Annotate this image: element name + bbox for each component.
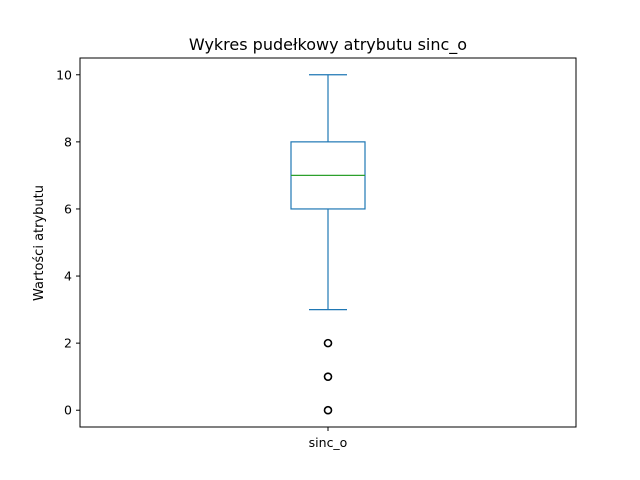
outlier-point [323, 372, 333, 381]
y-tick-label: 4 [64, 269, 72, 284]
y-tick-label: 10 [56, 67, 72, 82]
chart-title: Wykres pudełkowy atrybutu sinc_o [189, 35, 467, 55]
outlier-point [323, 405, 333, 415]
x-tick-label: sinc_o [309, 435, 348, 450]
y-tick-label: 0 [64, 403, 72, 418]
y-tick-label: 2 [64, 336, 72, 351]
y-tick-label: 8 [64, 134, 72, 149]
plot-area: 0 2 4 6 8 10 sinc_o [56, 57, 577, 450]
y-tick-label: 6 [64, 201, 72, 216]
outlier-point [323, 338, 333, 348]
y-axis-label: Wartości atrybutu [32, 185, 47, 301]
